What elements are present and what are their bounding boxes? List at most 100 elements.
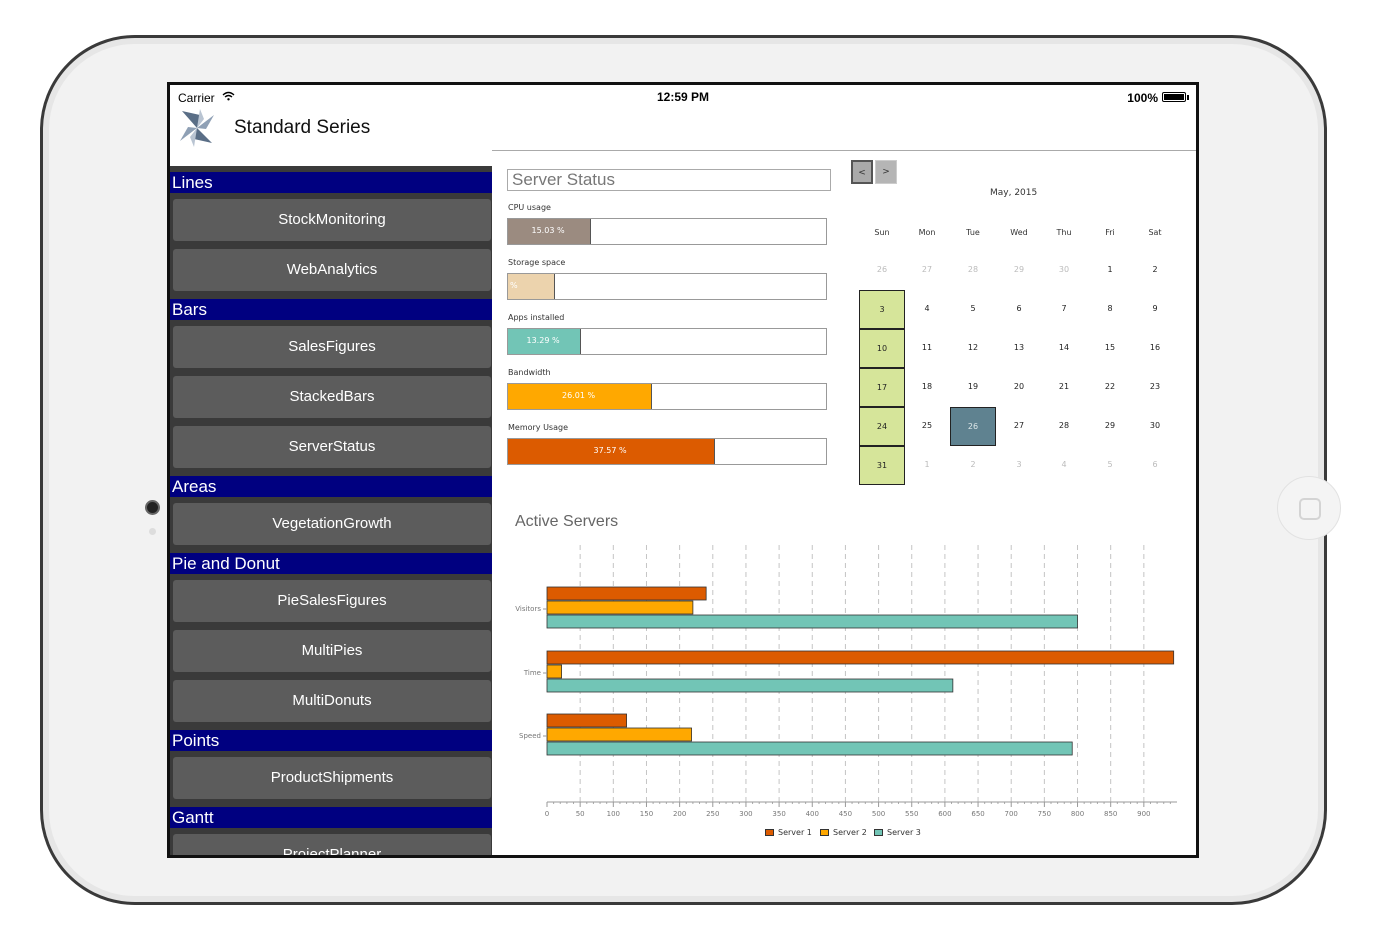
gauge-fill-storage-space xyxy=(508,274,555,299)
calendar-day[interactable]: 13 xyxy=(1013,343,1025,352)
calendar-day[interactable]: 16 xyxy=(1149,343,1161,352)
gauge-fill-bandwidth xyxy=(508,384,652,409)
calendar-day[interactable]: 2 xyxy=(970,460,976,469)
calendar-weekday-mon: Mon xyxy=(918,228,936,237)
calendar-day[interactable]: 10 xyxy=(859,329,905,368)
legend-item-server-2: Server 2 xyxy=(820,828,867,837)
calendar-weekday-tue: Tue xyxy=(966,228,980,237)
x-tick-label: 550 xyxy=(905,810,918,818)
calendar-day[interactable]: 9 xyxy=(1152,304,1158,313)
gauge-label-bandwidth: Bandwidth xyxy=(508,368,551,377)
gauge-value-cpu-usage: 15.03 % xyxy=(531,226,565,235)
legend-label: Server 1 xyxy=(778,828,812,837)
x-tick-label: 0 xyxy=(545,810,549,818)
calendar-day[interactable]: 4 xyxy=(1061,460,1067,469)
calendar-day[interactable]: 28 xyxy=(967,265,979,274)
x-tick-label: 500 xyxy=(872,810,885,818)
section-header-areas: Areas xyxy=(170,476,492,497)
calendar-prev-button[interactable]: < xyxy=(851,160,873,184)
calendar-next-button[interactable]: > xyxy=(875,160,897,184)
calendar-day[interactable]: 17 xyxy=(859,368,905,407)
menu-item-vegetationgrowth[interactable]: VegetationGrowth xyxy=(173,503,491,545)
bar-visitors-server-3 xyxy=(546,614,1078,629)
calendar-day[interactable]: 22 xyxy=(1104,382,1116,391)
calendar-day[interactable]: 30 xyxy=(1149,421,1161,430)
calendar-day[interactable]: 26 xyxy=(950,407,996,446)
gauge-label-apps-installed: Apps installed xyxy=(508,313,565,322)
gauge-track-bandwidth: 26.01 % xyxy=(507,383,827,410)
menu-item-serverstatus[interactable]: ServerStatus xyxy=(173,426,491,468)
y-category-label: Time xyxy=(523,669,541,677)
menu-item-multipies[interactable]: MultiPies xyxy=(173,630,491,672)
gauge-fill-apps-installed xyxy=(508,329,581,354)
calendar-day[interactable]: 26 xyxy=(876,265,888,274)
calendar-day[interactable]: 25 xyxy=(921,421,933,430)
gauge-value-apps-installed: 13.29 % xyxy=(526,336,560,345)
gauge-track-memory-usage: 37.57 % xyxy=(507,438,827,465)
menu-item-piesalesfigures[interactable]: PieSalesFigures xyxy=(173,580,491,622)
calendar-month-title: May, 2015 xyxy=(990,188,1038,198)
legend-swatch xyxy=(874,829,883,836)
legend-label: Server 2 xyxy=(833,828,867,837)
x-tick-label: 900 xyxy=(1137,810,1150,818)
gauge-track-storage-space: % xyxy=(507,273,827,300)
status-bar: Carrier 12:59 PM 100% xyxy=(170,85,1196,107)
x-tick-label: 400 xyxy=(806,810,819,818)
calendar-weekday-fri: Fri xyxy=(1105,228,1115,237)
gauge-value-memory-usage: 37.57 % xyxy=(593,446,627,455)
calendar-day[interactable]: 14 xyxy=(1058,343,1070,352)
x-tick-label: 450 xyxy=(839,810,852,818)
calendar-day[interactable]: 3 xyxy=(1016,460,1022,469)
calendar-day[interactable]: 4 xyxy=(924,304,930,313)
y-category-label: Visitors xyxy=(515,605,541,613)
menu-item-multidonuts[interactable]: MultiDonuts xyxy=(173,680,491,722)
calendar-day[interactable]: 11 xyxy=(921,343,933,352)
calendar-day[interactable]: 27 xyxy=(921,265,933,274)
gauge-track-apps-installed: 13.29 % xyxy=(507,328,827,355)
calendar-day[interactable]: 31 xyxy=(859,446,905,485)
calendar-day[interactable]: 24 xyxy=(859,407,905,446)
app-screen: Carrier 12:59 PM 100% Standard Series Li… xyxy=(167,82,1199,858)
legend-label: Server 3 xyxy=(887,828,921,837)
calendar-day[interactable]: 21 xyxy=(1058,382,1070,391)
calendar-day[interactable]: 1 xyxy=(1107,265,1113,274)
calendar-day[interactable]: 27 xyxy=(1013,421,1025,430)
calendar-day[interactable]: 29 xyxy=(1104,421,1116,430)
home-button[interactable] xyxy=(1277,476,1341,540)
menu-item-projectplanner[interactable]: ProjectPlanner xyxy=(173,834,491,855)
menu-item-webanalytics[interactable]: WebAnalytics xyxy=(173,249,491,291)
menu-item-salesfigures[interactable]: SalesFigures xyxy=(173,326,491,368)
calendar-day[interactable]: 1 xyxy=(924,460,930,469)
wifi-icon xyxy=(222,91,235,104)
x-tick-label: 850 xyxy=(1104,810,1117,818)
menu-item-productshipments[interactable]: ProductShipments xyxy=(173,757,491,799)
calendar-day[interactable]: 19 xyxy=(967,382,979,391)
calendar-day[interactable]: 15 xyxy=(1104,343,1116,352)
gauge-label-memory-usage: Memory Usage xyxy=(508,423,569,432)
calendar-day[interactable]: 5 xyxy=(1107,460,1113,469)
calendar-day[interactable]: 20 xyxy=(1013,382,1025,391)
calendar-day[interactable]: 2 xyxy=(1152,265,1158,274)
calendar-weekday-thu: Thu xyxy=(1056,228,1072,237)
calendar-day[interactable]: 6 xyxy=(1016,304,1022,313)
calendar-day[interactable]: 7 xyxy=(1061,304,1067,313)
menu-item-stockmonitoring[interactable]: StockMonitoring xyxy=(173,199,491,241)
calendar-day[interactable]: 29 xyxy=(1013,265,1025,274)
calendar-day[interactable]: 30 xyxy=(1058,265,1070,274)
app-header: Standard Series xyxy=(170,107,1196,153)
calendar-day[interactable]: 8 xyxy=(1107,304,1113,313)
menu-item-stackedbars[interactable]: StackedBars xyxy=(173,376,491,418)
section-header-pie-and-donut: Pie and Donut xyxy=(170,553,492,574)
battery-icon xyxy=(1162,92,1189,102)
x-tick-label: 200 xyxy=(673,810,686,818)
calendar-day[interactable]: 18 xyxy=(921,382,933,391)
calendar-day[interactable]: 28 xyxy=(1058,421,1070,430)
calendar-day[interactable]: 3 xyxy=(859,290,905,329)
legend-swatch xyxy=(820,829,829,836)
header-divider xyxy=(492,150,1196,151)
calendar-day[interactable]: 12 xyxy=(967,343,979,352)
calendar-day[interactable]: 6 xyxy=(1152,460,1158,469)
calendar-day[interactable]: 5 xyxy=(970,304,976,313)
bar-visitors-server-1 xyxy=(546,586,707,601)
calendar-day[interactable]: 23 xyxy=(1149,382,1161,391)
